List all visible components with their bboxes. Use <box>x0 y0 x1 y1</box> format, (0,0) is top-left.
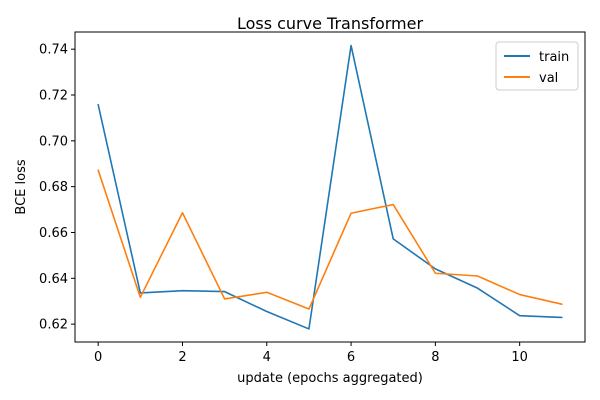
x-tick-label: 4 <box>263 350 271 365</box>
series-line-val <box>97 169 563 310</box>
x-tick-label: 8 <box>431 350 439 365</box>
x-tick-label: 2 <box>178 350 186 365</box>
y-tick-label: 0.68 <box>39 180 68 195</box>
series-line-train <box>97 44 563 330</box>
plot-area: 0.62 0.64 0.66 0.68 0.70 0.72 0.74 0 2 4 6 8 10 <box>39 31 586 365</box>
y-tick-label: 0.72 <box>39 89 68 104</box>
y-tick-label: 0.66 <box>39 226 68 241</box>
x-tick-label: 10 <box>511 350 528 365</box>
y-axis-label: BCE loss <box>14 159 29 214</box>
x-axis-label: update (epochs aggregated) <box>237 371 423 386</box>
y-tick-label: 0.70 <box>39 134 68 149</box>
y-tick-label: 0.62 <box>39 318 68 333</box>
y-axis: 0.62 0.64 0.66 0.68 0.70 0.72 0.74 <box>39 43 75 333</box>
plot-frame <box>74 31 586 343</box>
y-tick-label: 0.74 <box>39 43 68 58</box>
x-tick-label: 0 <box>94 350 102 365</box>
legend-label-train: train <box>539 50 569 65</box>
x-tick-label: 6 <box>347 350 355 365</box>
legend-label-val: val <box>539 71 558 86</box>
y-tick-label: 0.64 <box>39 272 68 287</box>
chart-title: Loss curve Transformer <box>237 14 424 33</box>
series-layer <box>97 44 563 330</box>
x-axis: 0 2 4 6 8 10 <box>94 342 528 365</box>
legend: train val <box>495 41 579 91</box>
